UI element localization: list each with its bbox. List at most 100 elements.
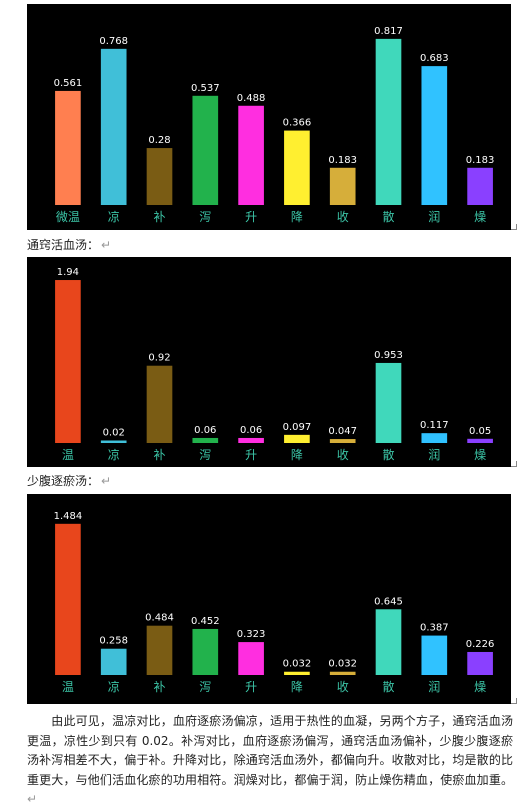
category-tick-4: 升 [245,448,257,462]
chart-xuefu-zhuyu: 0.561 微温 0.768 凉 0.28 补 0.537 泻 0.488 升 0.366 降 0.18… [27,4,517,230]
category-tick-0: 温 [62,448,74,462]
bar-1 [100,440,127,443]
category-tick-9: 燥 [474,448,486,462]
bar-6 [329,671,356,675]
data-label-9: 0.226 [466,639,495,650]
category-tick-2: 补 [153,448,165,462]
data-label-6: 0.032 [328,659,357,670]
bar-5 [284,434,310,443]
bar-3 [192,437,219,443]
bar-1 [100,648,127,675]
bar-5 [284,130,310,205]
category-tick-5: 降 [291,210,303,224]
data-label-1: 0.02 [103,428,125,439]
paragraph-mark: ↵ [101,474,112,488]
caption-text: 少腹逐瘀汤： [27,474,100,488]
data-label-3: 0.452 [191,616,220,627]
paragraph-mark: ↵ [101,238,112,252]
bar-3 [192,628,219,675]
caption-shaofu-zhuyu: 少腹逐瘀汤： ↵ [27,472,111,489]
data-label-9: 0.05 [469,426,491,437]
image-corner-mark [511,224,517,230]
data-label-0: 1.484 [54,511,83,522]
bar-7 [375,38,402,206]
data-label-0: 1.94 [57,267,79,278]
chart-svg: 1.94 温 0.02 凉 0.92 补 0.06 泻 0.06 升 0.097 降 0.047 收 0.9… [55,267,493,462]
data-label-7: 0.953 [374,350,403,361]
bar-9 [467,438,493,443]
data-label-1: 0.258 [99,636,128,647]
category-tick-1: 凉 [108,679,120,694]
data-label-1: 0.768 [99,36,128,47]
chart-shaofu-zhuyu: 1.484 温 0.258 凉 0.484 补 0.452 泻 0.323 升 0.032 降 0.03… [27,494,517,704]
data-label-5: 0.032 [283,659,312,670]
category-tick-5: 降 [291,680,303,694]
data-label-4: 0.06 [240,425,262,436]
bar-0 [55,90,81,205]
data-label-3: 0.06 [194,425,216,436]
bar-7 [375,609,402,675]
category-tick-3: 泻 [199,448,211,462]
category-tick-0: 温 [62,680,74,694]
bar-0 [55,523,81,675]
data-label-4: 0.488 [237,93,266,104]
category-tick-1: 凉 [108,209,120,224]
category-tick-3: 泻 [199,210,211,224]
category-tick-1: 凉 [108,447,120,462]
data-label-7: 0.645 [374,596,403,607]
conclusion-paragraph: 由此可见，温凉对比，血府逐瘀汤偏凉，适用于热性的血凝，另两个方子，通窍活血汤更温… [27,712,513,810]
category-tick-7: 散 [382,209,394,224]
data-label-2: 0.28 [148,135,170,146]
bar-7 [375,362,402,443]
category-tick-7: 散 [382,447,394,462]
category-tick-8: 润 [428,680,440,694]
paragraph-text: 由此可见，温凉对比，血府逐瘀汤偏凉，适用于热性的血凝，另两个方子，通窍活血汤更温… [27,714,513,787]
category-tick-2: 补 [153,680,165,694]
data-label-0: 0.561 [54,78,83,89]
paragraph-mark: ↵ [27,792,38,806]
bar-6 [329,167,356,205]
category-tick-9: 燥 [474,680,486,694]
bar-9 [467,167,493,205]
bar-2 [146,148,173,205]
data-label-2: 0.484 [145,613,174,624]
bar-9 [467,651,493,675]
category-tick-6: 收 [337,448,349,462]
category-tick-0: 微温 [56,210,80,224]
caption-tongqiao-huoxue: 通窍活血汤： ↵ [27,236,111,253]
chart-tongqiao-huoxue: 1.94 温 0.02 凉 0.92 补 0.06 泻 0.06 升 0.097 降 0.047 收 0.9… [27,257,517,467]
data-label-8: 0.683 [420,53,449,64]
data-label-5: 0.366 [283,118,312,129]
image-corner-mark [511,461,517,467]
data-label-6: 0.047 [328,426,357,437]
data-label-9: 0.183 [466,155,495,166]
bar-4 [238,105,264,205]
category-tick-4: 升 [245,210,257,224]
category-tick-9: 燥 [474,210,486,224]
bar-4 [238,437,264,443]
data-label-8: 0.117 [420,420,449,431]
category-tick-6: 收 [337,210,349,224]
category-tick-7: 散 [382,679,394,694]
bar-0 [55,280,81,443]
bar-2 [146,625,173,675]
bar-2 [146,365,173,443]
category-tick-3: 泻 [199,680,211,694]
category-tick-6: 收 [337,680,349,694]
bar-5 [284,671,310,675]
bar-8 [421,66,448,205]
data-label-4: 0.323 [237,629,266,640]
data-label-5: 0.097 [283,422,312,433]
data-label-6: 0.183 [328,155,357,166]
data-label-8: 0.387 [420,623,449,634]
bar-3 [192,95,219,205]
data-label-3: 0.537 [191,83,220,94]
chart-svg: 1.484 温 0.258 凉 0.484 补 0.452 泻 0.323 升 0.032 降 0.03… [54,511,495,694]
category-tick-8: 润 [428,448,440,462]
data-label-2: 0.92 [148,353,170,364]
chart-svg: 0.561 微温 0.768 凉 0.28 补 0.537 泻 0.488 升 0.366 降 0.18… [54,26,495,224]
category-tick-4: 升 [245,680,257,694]
bar-1 [100,48,127,206]
image-corner-mark [511,698,517,704]
caption-text: 通窍活血汤： [27,238,100,252]
